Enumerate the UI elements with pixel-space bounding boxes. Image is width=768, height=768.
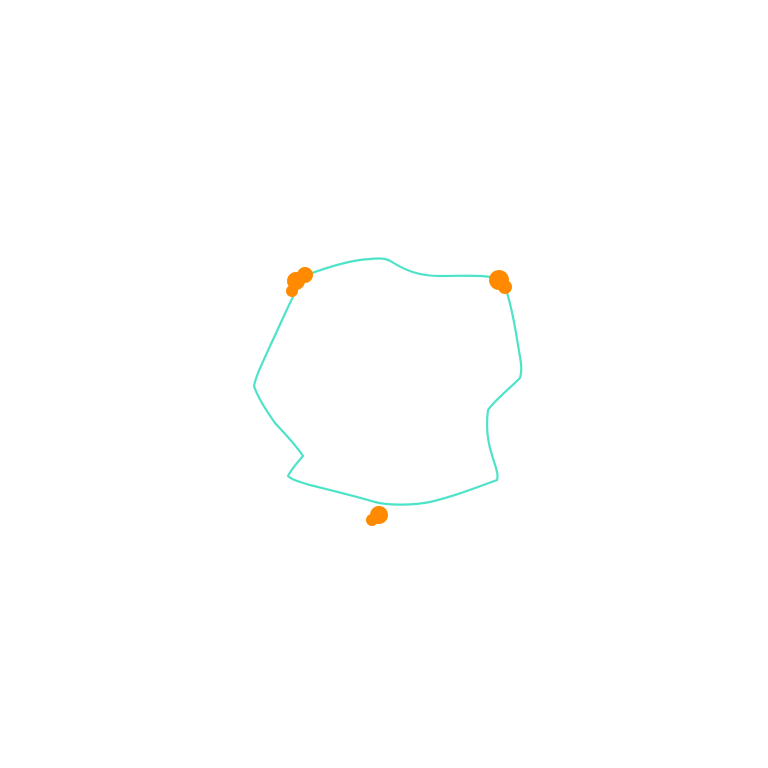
- marker-top-left: [286, 267, 313, 297]
- marker-bottom-center: [366, 506, 388, 526]
- outline-stroke: [252, 257, 523, 506]
- marker-top-right: [489, 270, 512, 294]
